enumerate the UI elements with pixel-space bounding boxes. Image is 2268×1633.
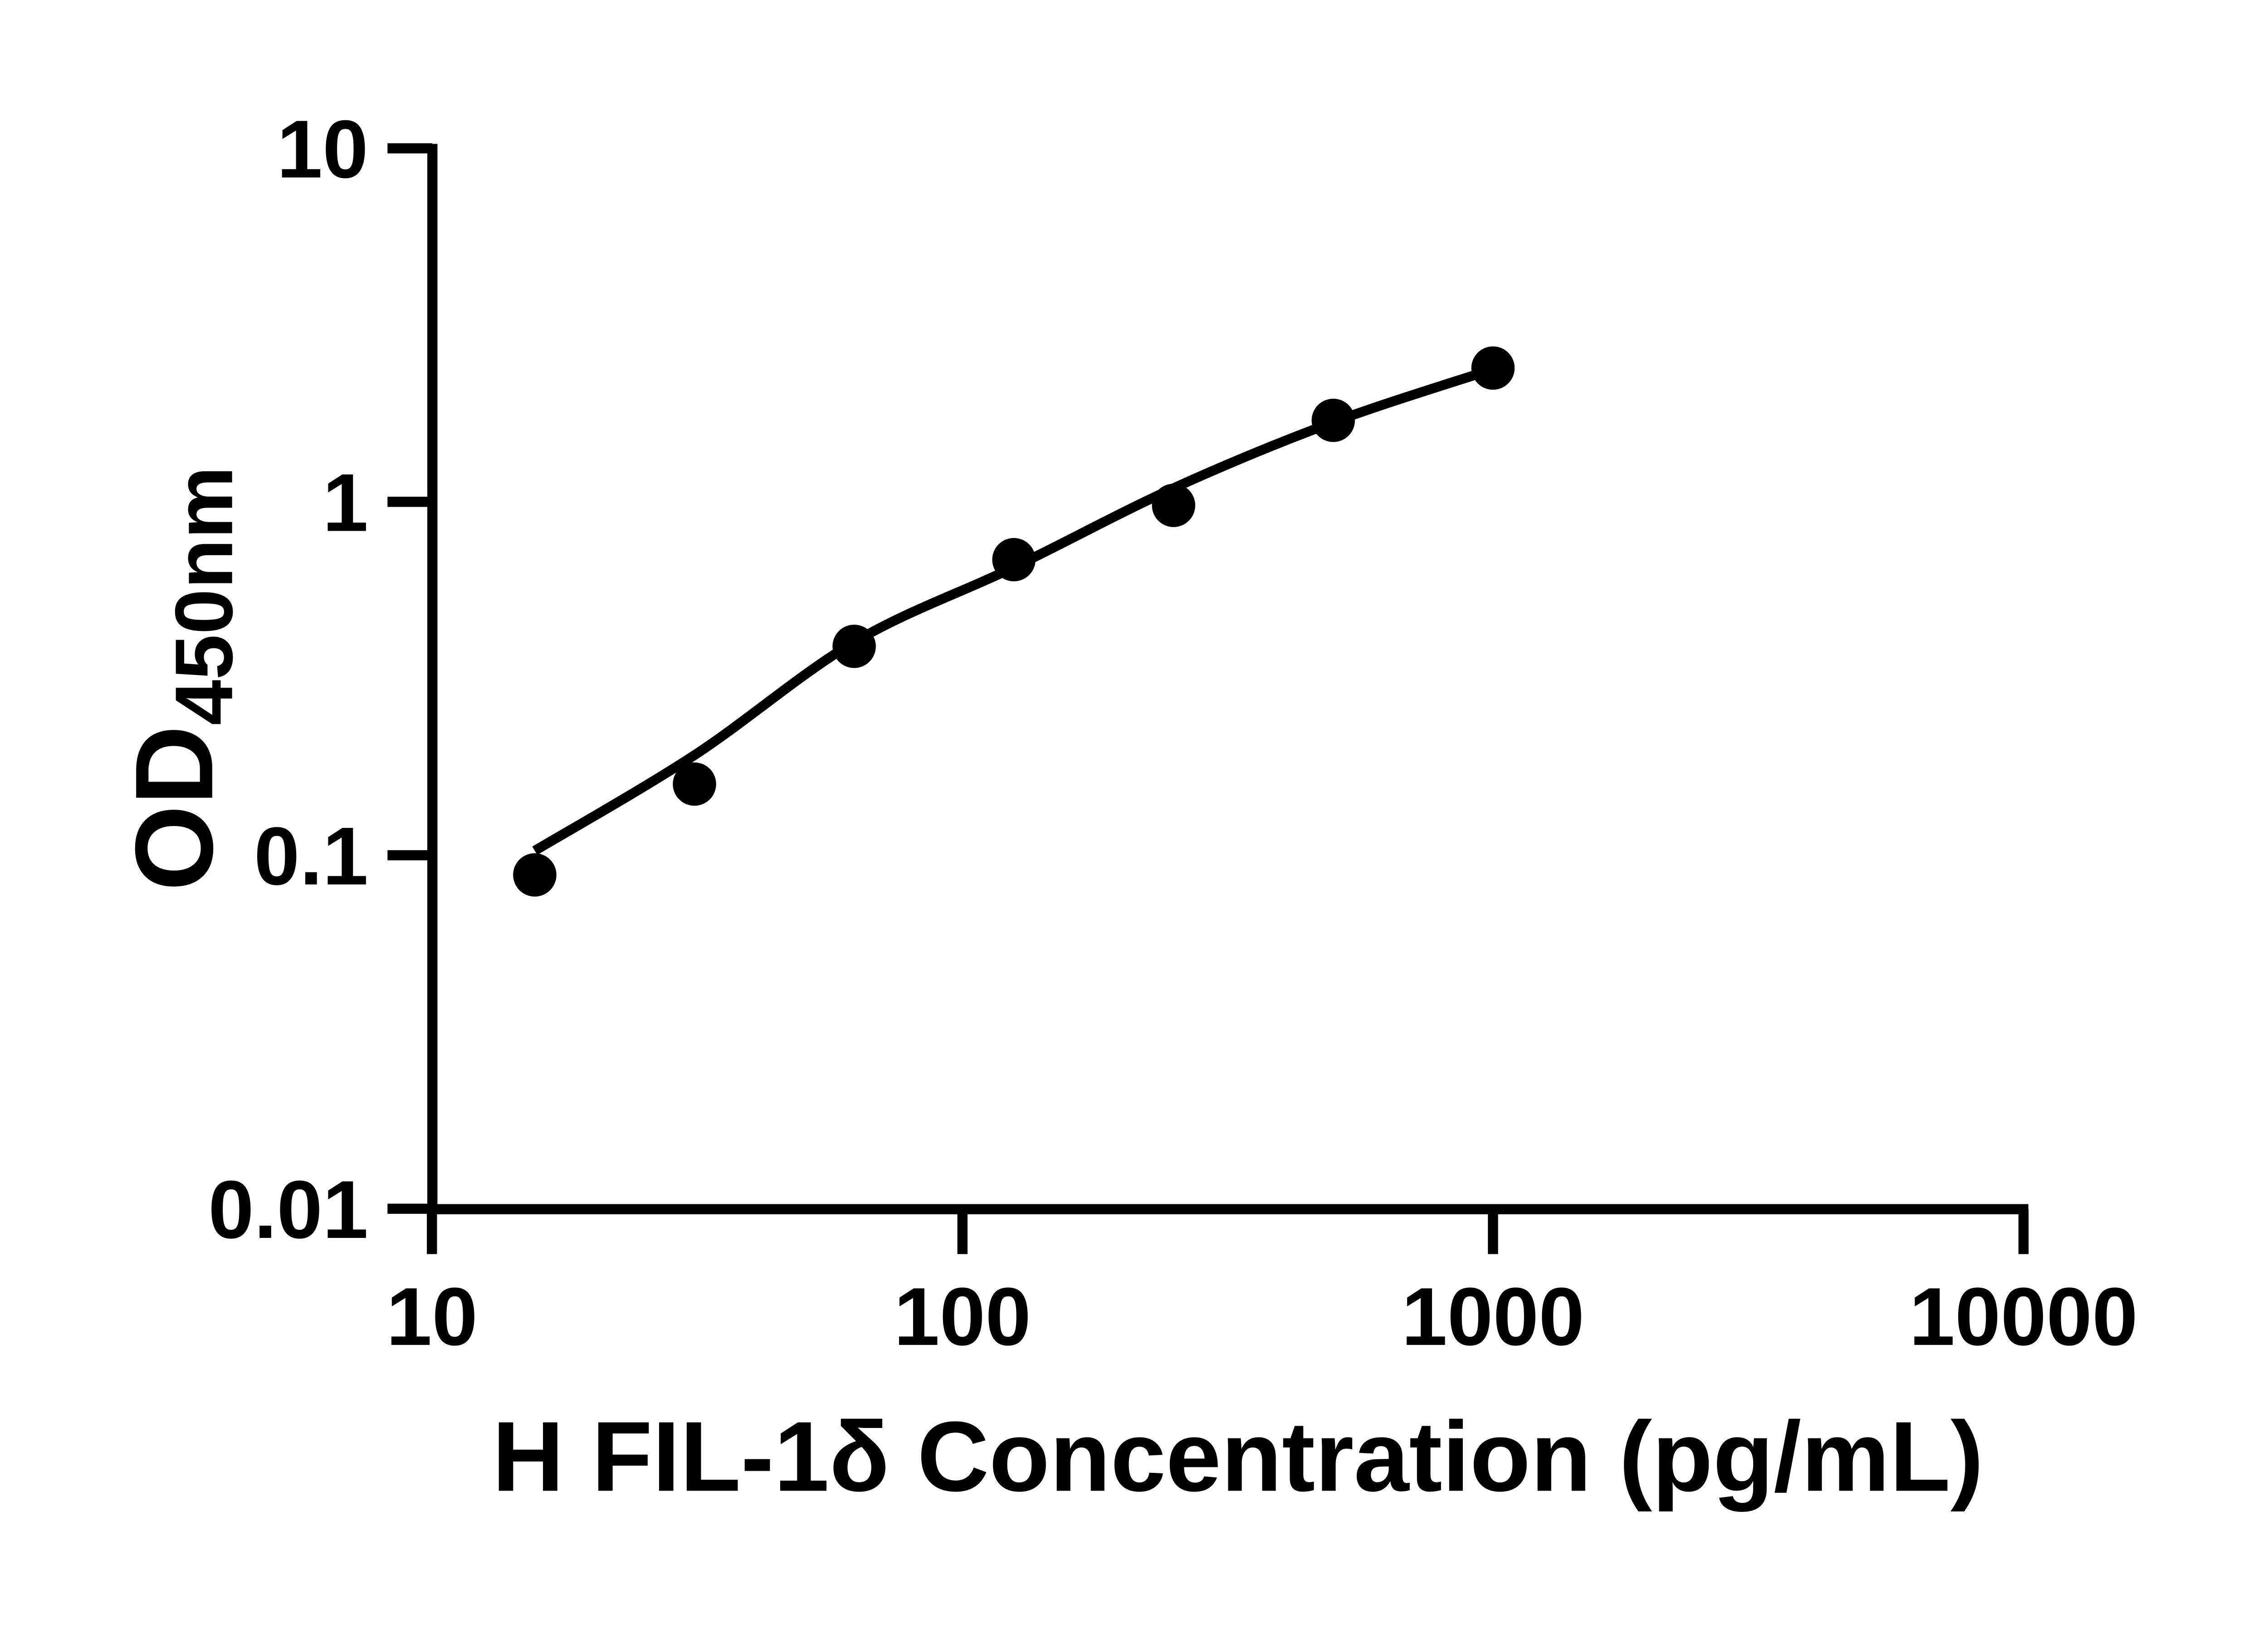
y-tick-label: 0.01	[208, 1164, 368, 1256]
x-axis-title: H FIL-1δ Concentration (pg/mL)	[492, 1401, 1984, 1512]
x-tick-label: 100	[894, 1271, 1031, 1363]
y-axis-title: OD450nm	[112, 466, 250, 891]
data-point	[673, 762, 716, 806]
data-point	[1152, 484, 1196, 527]
x-tick-label: 10000	[1909, 1271, 2138, 1363]
x-tick-label: 10	[386, 1271, 478, 1363]
elisa-standard-curve-figure: 10 1 0.1 0.01 10 100 1000 10000 H FIL-1δ Concent…	[112, 103, 2138, 1512]
x-tick-label: 1000	[1402, 1271, 1584, 1363]
y-tick-label: 0.1	[254, 811, 368, 902]
data-point	[832, 625, 876, 668]
data-point	[992, 538, 1036, 582]
data-point	[1471, 346, 1515, 390]
y-tick-label: 10	[277, 103, 368, 195]
y-tick-label: 1	[323, 457, 368, 549]
data-point	[1311, 398, 1355, 442]
data-point	[513, 853, 557, 897]
